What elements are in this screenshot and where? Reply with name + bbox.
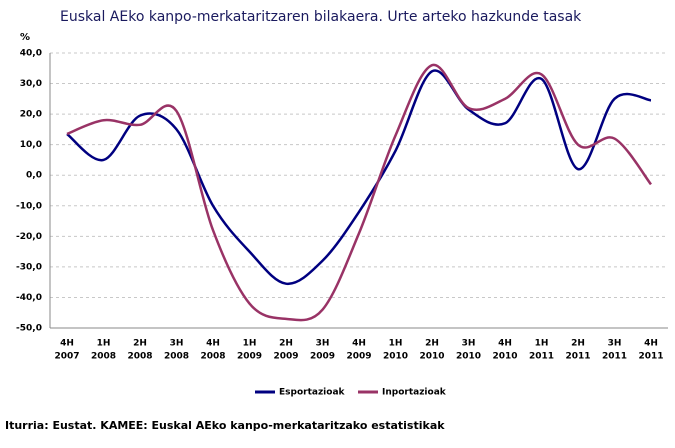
x-tick-label: 2H bbox=[279, 339, 293, 349]
x-tick-label: 2008 bbox=[127, 352, 152, 362]
x-tick-label: 2010 bbox=[492, 352, 517, 362]
x-tick-label: 2011 bbox=[602, 352, 627, 362]
x-tick-label: 2007 bbox=[54, 352, 79, 362]
y-tick-label: -20,0 bbox=[16, 232, 42, 242]
x-tick-label: 2010 bbox=[456, 352, 481, 362]
x-tick-label: 2011 bbox=[565, 352, 590, 362]
y-tick-label: -40,0 bbox=[16, 293, 42, 303]
x-tick-label: 4H bbox=[498, 339, 512, 349]
x-tick-label: 2009 bbox=[237, 352, 262, 362]
x-tick-label: 2H bbox=[571, 339, 585, 349]
chart-title: Euskal AEko kanpo-merkataritzaren bilaka… bbox=[60, 9, 582, 25]
legend-label: Inportazioak bbox=[382, 388, 447, 398]
y-tick-label: -50,0 bbox=[16, 324, 42, 334]
source: Iturria: Eustat. KAMEE: Euskal AEko kanp… bbox=[5, 419, 445, 432]
y-axis-label: % bbox=[20, 32, 30, 43]
x-tick-label: 3H bbox=[608, 339, 622, 349]
x-tick-label: 2011 bbox=[638, 352, 663, 362]
y-tick-label: 30,0 bbox=[20, 79, 42, 89]
y-tick-label: -10,0 bbox=[16, 201, 42, 211]
x-tick-label: 2008 bbox=[91, 352, 116, 362]
x-tick-label: 2010 bbox=[419, 352, 444, 362]
y-tick-label: 20,0 bbox=[20, 110, 42, 120]
legend-label: Esportazioak bbox=[279, 388, 346, 398]
x-tick-label: 2008 bbox=[200, 352, 225, 362]
x-tick-label: 2009 bbox=[273, 352, 298, 362]
x-tick-label: 4H bbox=[60, 339, 74, 349]
x-tick-label: 1H bbox=[97, 339, 111, 349]
x-tick-label: 3H bbox=[316, 339, 330, 349]
x-tick-label: 4H bbox=[206, 339, 220, 349]
series-line bbox=[66, 69, 652, 285]
y-tick-label: 40,0 bbox=[20, 49, 42, 59]
x-tick-label: 3H bbox=[462, 339, 476, 349]
x-tick-label: 2010 bbox=[383, 352, 408, 362]
x-tick-label: 2009 bbox=[310, 352, 335, 362]
y-tick-label: 0,0 bbox=[26, 171, 42, 181]
x-tick-label: 2009 bbox=[346, 352, 371, 362]
x-tick-label: 2008 bbox=[164, 352, 189, 362]
x-tick-label: 1H bbox=[389, 339, 403, 349]
x-tick-label: 4H bbox=[352, 339, 366, 349]
x-tick-label: 1H bbox=[535, 339, 549, 349]
x-tick-label: 2H bbox=[133, 339, 147, 349]
x-tick-label: 2011 bbox=[529, 352, 554, 362]
x-tick-label: 2H bbox=[425, 339, 439, 349]
x-tick-label: 3H bbox=[170, 339, 184, 349]
y-tick-label: -30,0 bbox=[16, 262, 42, 272]
series-line bbox=[66, 63, 652, 322]
x-tick-label: 4H bbox=[644, 339, 658, 349]
y-tick-label: 10,0 bbox=[20, 140, 42, 150]
x-tick-label: 1H bbox=[243, 339, 257, 349]
